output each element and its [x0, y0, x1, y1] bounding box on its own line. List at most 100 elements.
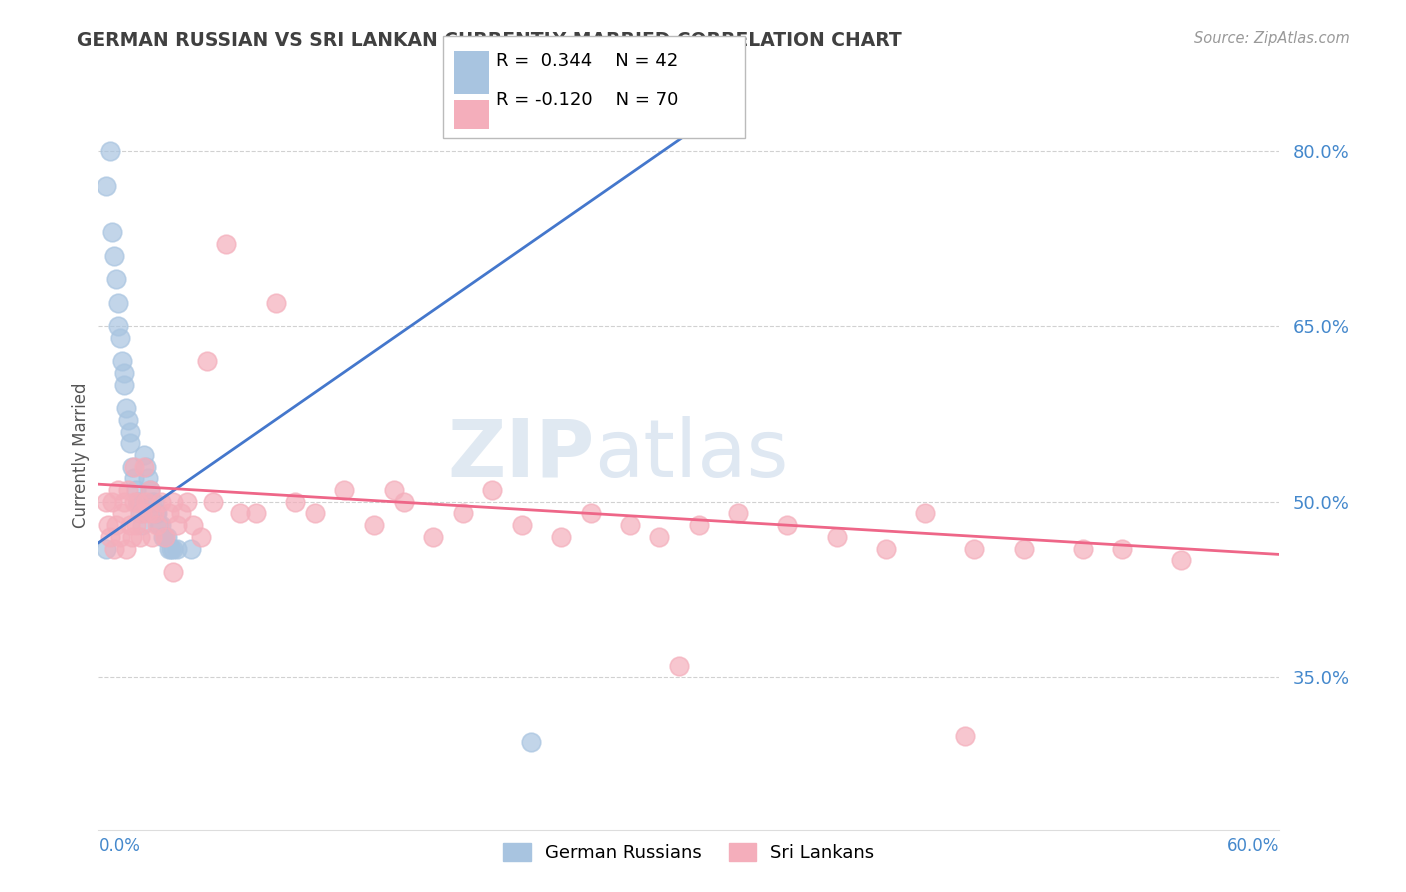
- Point: [176, 494, 198, 508]
- Point: [136, 507, 159, 521]
- Point: [107, 483, 129, 497]
- Point: [108, 530, 131, 544]
- Point: [128, 507, 150, 521]
- Point: [107, 319, 129, 334]
- Point: [229, 507, 252, 521]
- Point: [619, 518, 641, 533]
- Point: [117, 413, 139, 427]
- Point: [105, 272, 128, 286]
- Point: [97, 518, 120, 533]
- Legend: German Russians, Sri Lankans: German Russians, Sri Lankans: [496, 836, 882, 869]
- Point: [382, 483, 405, 497]
- Point: [156, 530, 179, 544]
- Point: [115, 401, 138, 416]
- Point: [112, 494, 135, 508]
- Point: [520, 735, 543, 749]
- Point: [162, 494, 184, 508]
- Point: [166, 518, 188, 533]
- Point: [152, 530, 174, 544]
- Point: [451, 507, 474, 521]
- Point: [122, 471, 145, 485]
- Point: [201, 494, 224, 508]
- Point: [105, 518, 128, 533]
- Point: [304, 507, 326, 521]
- Point: [131, 518, 153, 533]
- Point: [128, 530, 150, 544]
- Point: [333, 483, 356, 497]
- Point: [132, 459, 155, 474]
- Point: [96, 541, 118, 556]
- Point: [146, 507, 169, 521]
- Point: [166, 541, 188, 556]
- Point: [146, 518, 169, 533]
- Point: [363, 518, 385, 533]
- Point: [112, 377, 135, 392]
- Point: [141, 494, 163, 508]
- Point: [127, 494, 149, 508]
- Text: ZIP: ZIP: [447, 416, 595, 494]
- Point: [96, 178, 118, 193]
- Point: [150, 518, 173, 533]
- Point: [101, 494, 124, 508]
- Point: [101, 226, 124, 240]
- Point: [135, 494, 157, 508]
- Point: [688, 518, 710, 533]
- Point: [135, 459, 157, 474]
- Point: [103, 541, 125, 556]
- Point: [125, 483, 148, 497]
- Point: [118, 436, 141, 450]
- Point: [141, 530, 163, 544]
- Point: [118, 518, 141, 533]
- Y-axis label: Currently Married: Currently Married: [72, 382, 90, 528]
- Point: [136, 471, 159, 485]
- Point: [111, 354, 134, 368]
- Point: [1012, 541, 1035, 556]
- Point: [127, 494, 149, 508]
- Point: [284, 494, 307, 508]
- Point: [157, 541, 180, 556]
- Point: [142, 507, 165, 521]
- Text: atlas: atlas: [595, 416, 789, 494]
- Point: [138, 483, 160, 497]
- Point: [195, 354, 218, 368]
- Text: R = -0.120    N = 70: R = -0.120 N = 70: [496, 91, 679, 109]
- Point: [98, 530, 121, 544]
- Point: [510, 518, 533, 533]
- Point: [579, 507, 602, 521]
- Point: [180, 541, 202, 556]
- Point: [215, 237, 238, 252]
- Point: [145, 507, 167, 521]
- Point: [155, 530, 177, 544]
- Point: [668, 658, 690, 673]
- Point: [122, 459, 145, 474]
- Point: [121, 530, 143, 544]
- Point: [112, 366, 135, 380]
- Point: [392, 494, 415, 508]
- Point: [103, 249, 125, 263]
- Point: [155, 530, 177, 544]
- Point: [111, 507, 134, 521]
- Point: [142, 494, 165, 508]
- Point: [776, 518, 799, 533]
- Point: [727, 507, 749, 521]
- Point: [162, 541, 184, 556]
- Point: [550, 530, 572, 544]
- Point: [264, 295, 287, 310]
- Point: [190, 530, 212, 544]
- Point: [122, 494, 145, 508]
- Point: [875, 541, 897, 556]
- Point: [914, 507, 936, 521]
- Text: Source: ZipAtlas.com: Source: ZipAtlas.com: [1194, 31, 1350, 46]
- Point: [245, 507, 267, 521]
- Point: [170, 507, 193, 521]
- Text: 0.0%: 0.0%: [98, 837, 141, 855]
- Point: [132, 448, 155, 462]
- Point: [162, 565, 184, 579]
- Point: [125, 518, 148, 533]
- Point: [107, 295, 129, 310]
- Point: [422, 530, 444, 544]
- Point: [1111, 541, 1133, 556]
- Point: [148, 518, 170, 533]
- Point: [1170, 553, 1192, 567]
- Point: [157, 507, 180, 521]
